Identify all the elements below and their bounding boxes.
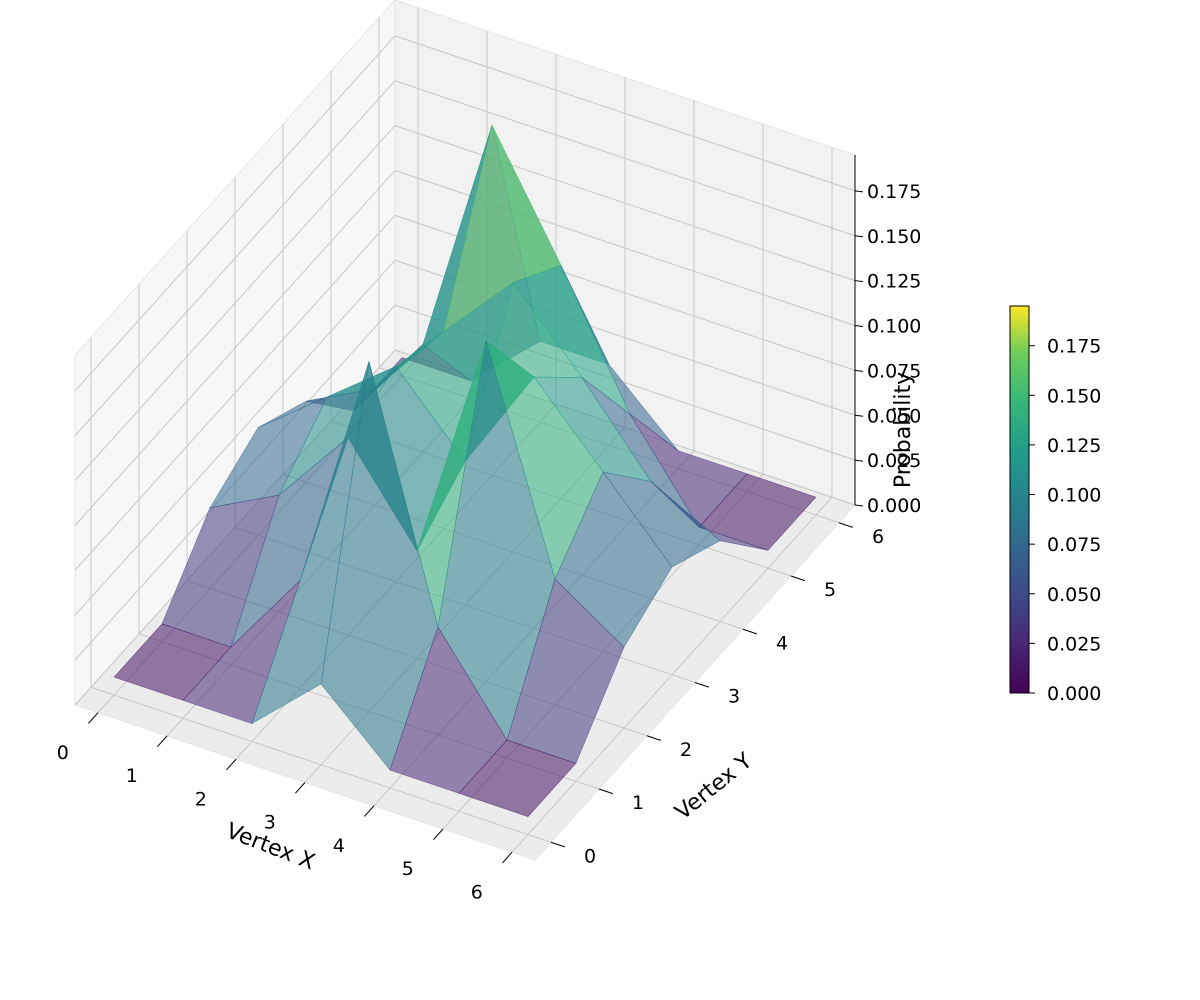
z-tick <box>854 190 864 193</box>
y-tick-label: 5 <box>824 579 836 601</box>
x-tick <box>364 805 375 817</box>
colorbar-gradient <box>1009 305 1030 694</box>
y-tick <box>838 522 853 528</box>
left-gridline <box>74 215 396 571</box>
x-tick <box>157 735 168 747</box>
y-tick <box>598 788 613 795</box>
x-tick-label: 4 <box>333 835 345 857</box>
z-tick-label: 0.025 <box>867 450 921 472</box>
z-tick <box>854 325 864 328</box>
colorbar-ticks: 0.000 0.025 0.050 0.075 0.100 0.125 0.150 0.175 <box>1029 336 1101 705</box>
y-tick <box>742 628 757 635</box>
y-tick <box>694 682 709 688</box>
x-tick <box>295 782 306 794</box>
z-tick <box>854 280 864 283</box>
left-gridline <box>74 259 396 616</box>
x-tick <box>433 828 444 840</box>
left-gridline <box>74 80 396 437</box>
z-tick-label: 0.125 <box>867 271 921 293</box>
colorbar-tick-label: 0.025 <box>1047 633 1101 655</box>
z-tick <box>854 504 864 507</box>
y-tick-label: 0 <box>584 845 596 867</box>
back-gridline <box>394 125 856 282</box>
y-tick <box>646 735 661 741</box>
z-tick-label: 0.075 <box>867 360 921 382</box>
x-tick-label: 6 <box>471 881 483 903</box>
back-gridline <box>394 80 856 237</box>
y-tick <box>550 841 565 848</box>
left-gridline <box>74 35 396 392</box>
z-tick-label: 0.100 <box>867 316 921 338</box>
floor-gridline <box>511 496 833 853</box>
colorbar-tick-label: 0.075 <box>1047 534 1101 556</box>
x-tick-label: 0 <box>57 742 69 764</box>
z-tick-label: 0.175 <box>867 181 921 203</box>
surface-facet <box>458 739 577 817</box>
back-gridline <box>394 35 856 192</box>
z-tick <box>854 414 864 417</box>
z-tick-label: 0.150 <box>867 226 921 248</box>
z-tick <box>854 235 864 238</box>
x-tick-label: 5 <box>402 858 414 880</box>
x-tick <box>226 758 237 771</box>
z-tick <box>854 369 864 372</box>
probability-surface <box>113 124 817 817</box>
y-tick-label: 4 <box>776 632 788 654</box>
colorbar-tick-label: 0.125 <box>1047 435 1101 457</box>
y-tick <box>790 575 805 582</box>
colorbar-tick-label: 0.100 <box>1047 485 1101 507</box>
z-tick-label: 0.050 <box>867 405 921 427</box>
axis-ticks: 0 1 2 3 4 5 6 0 1 2 3 4 5 6 0.000 0.025 0.050 0.075 0.100 0… <box>57 155 921 903</box>
x-tick-label: 1 <box>126 765 138 787</box>
colorbar-tick-label: 0.150 <box>1047 385 1101 407</box>
z-axis-label: Probability <box>891 372 916 488</box>
y-tick-label: 2 <box>680 739 692 761</box>
x-tick-label: 3 <box>264 812 276 834</box>
z-tick-label: 0.000 <box>867 495 921 517</box>
left-gridline <box>74 125 396 481</box>
y-tick-label: 1 <box>632 792 644 814</box>
x-tick-label: 2 <box>195 788 207 810</box>
colorbar-tick-label: 0.175 <box>1047 336 1101 358</box>
colorbar-tick-label: 0.000 <box>1047 683 1101 705</box>
colorbar: 0.000 0.025 0.050 0.075 0.100 0.125 0.150 0.175 <box>1009 305 1101 705</box>
y-tick-label: 6 <box>872 526 884 548</box>
left-gridline <box>74 170 396 526</box>
y-tick-label: 3 <box>728 686 740 708</box>
x-tick <box>88 712 99 724</box>
colorbar-tick-label: 0.050 <box>1047 584 1101 606</box>
x-tick <box>502 851 513 864</box>
z-tick <box>854 459 864 462</box>
